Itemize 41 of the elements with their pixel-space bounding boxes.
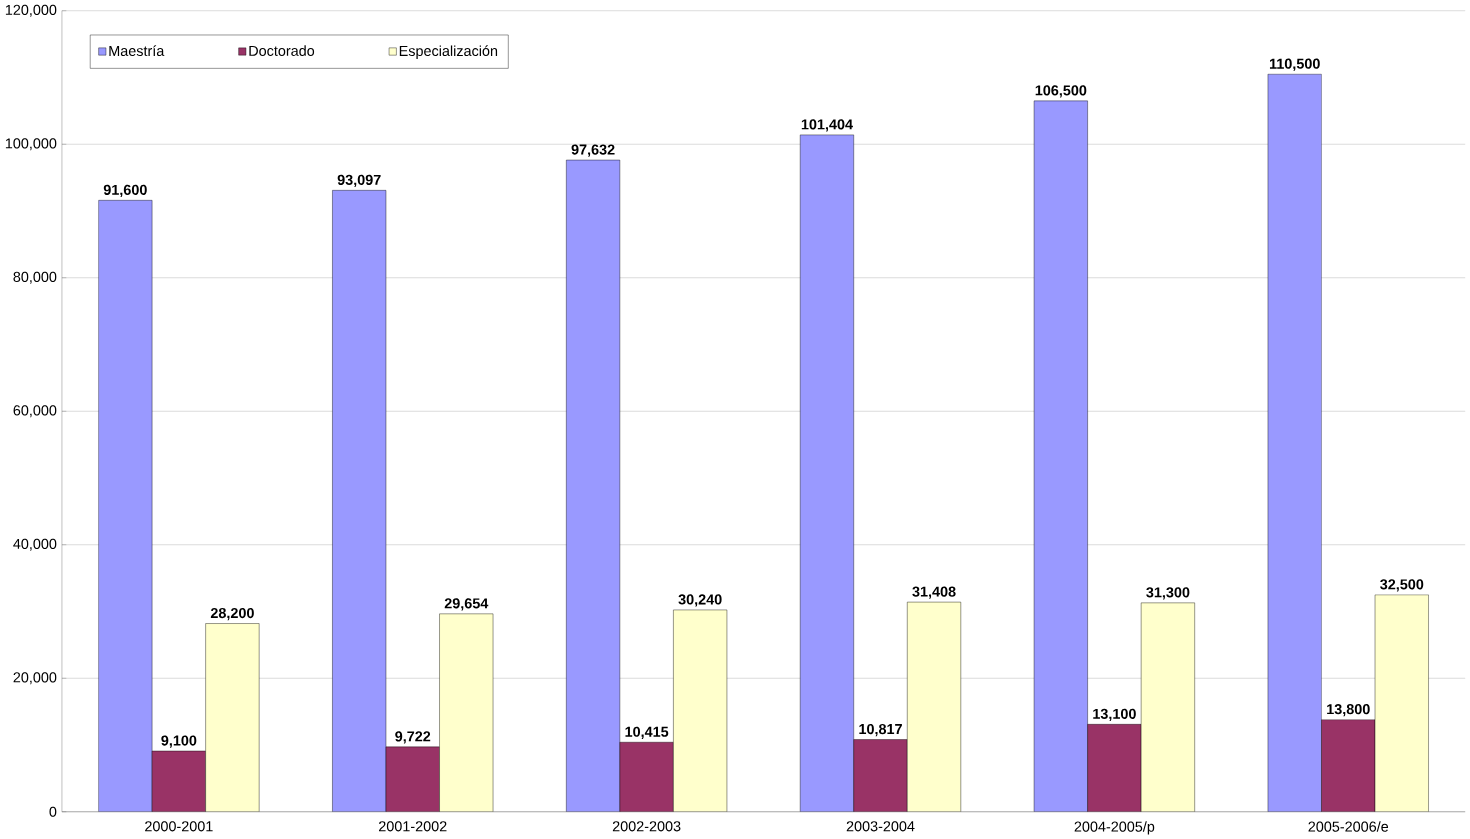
legend-label: Doctorado	[249, 45, 315, 56]
data-label: 106,500	[1035, 85, 1087, 98]
bar	[619, 741, 674, 812]
y-tick-label: 60,000	[13, 405, 57, 417]
data-label: 13,800	[1327, 703, 1370, 717]
x-tick-label: 2004-2005/p	[1074, 820, 1155, 835]
bar	[1374, 594, 1429, 812]
legend-label: Especialización	[399, 45, 498, 59]
data-label: 31,300	[1146, 587, 1190, 600]
y-tick-label: 20,000	[13, 672, 57, 685]
bar	[151, 750, 206, 812]
data-label: 10,415	[625, 726, 669, 739]
data-label: 9,100	[161, 735, 197, 748]
y-tick-label: 100,000	[5, 138, 57, 150]
data-label: 28,200	[210, 607, 254, 621]
bar	[853, 739, 908, 812]
x-tick-label: 2000-2001	[145, 820, 213, 832]
x-tick-label: 2005-2006/e	[1308, 820, 1389, 832]
data-label: 9,722	[395, 731, 431, 744]
data-label: 110,500	[1269, 58, 1320, 71]
data-label: 30,240	[678, 594, 722, 607]
data-label: 10,817	[859, 723, 902, 737]
x-tick-label: 2003-2004	[846, 820, 915, 832]
y-tick-label: 40,000	[13, 538, 57, 551]
bar	[1087, 723, 1142, 812]
x-tick-label: 2002-2003	[612, 820, 681, 832]
x-tick-label: 2001-2002	[379, 820, 447, 832]
data-label: 32,500	[1380, 579, 1424, 592]
data-label: 97,632	[571, 144, 615, 157]
data-label: 13,100	[1093, 708, 1136, 721]
y-tick-label: 80,000	[13, 271, 57, 284]
bar	[385, 746, 440, 812]
bar	[1321, 719, 1376, 812]
data-label: 29,654	[444, 598, 489, 611]
y-tick-label: 120,000	[5, 4, 57, 17]
data-label: 93,097	[337, 174, 381, 187]
y-tick-label: 0	[49, 806, 57, 817]
legend-label: Maestría	[109, 45, 165, 56]
data-label: 31,408	[912, 586, 956, 599]
data-label: 101,404	[801, 119, 853, 132]
data-label: 91,600	[103, 184, 147, 197]
